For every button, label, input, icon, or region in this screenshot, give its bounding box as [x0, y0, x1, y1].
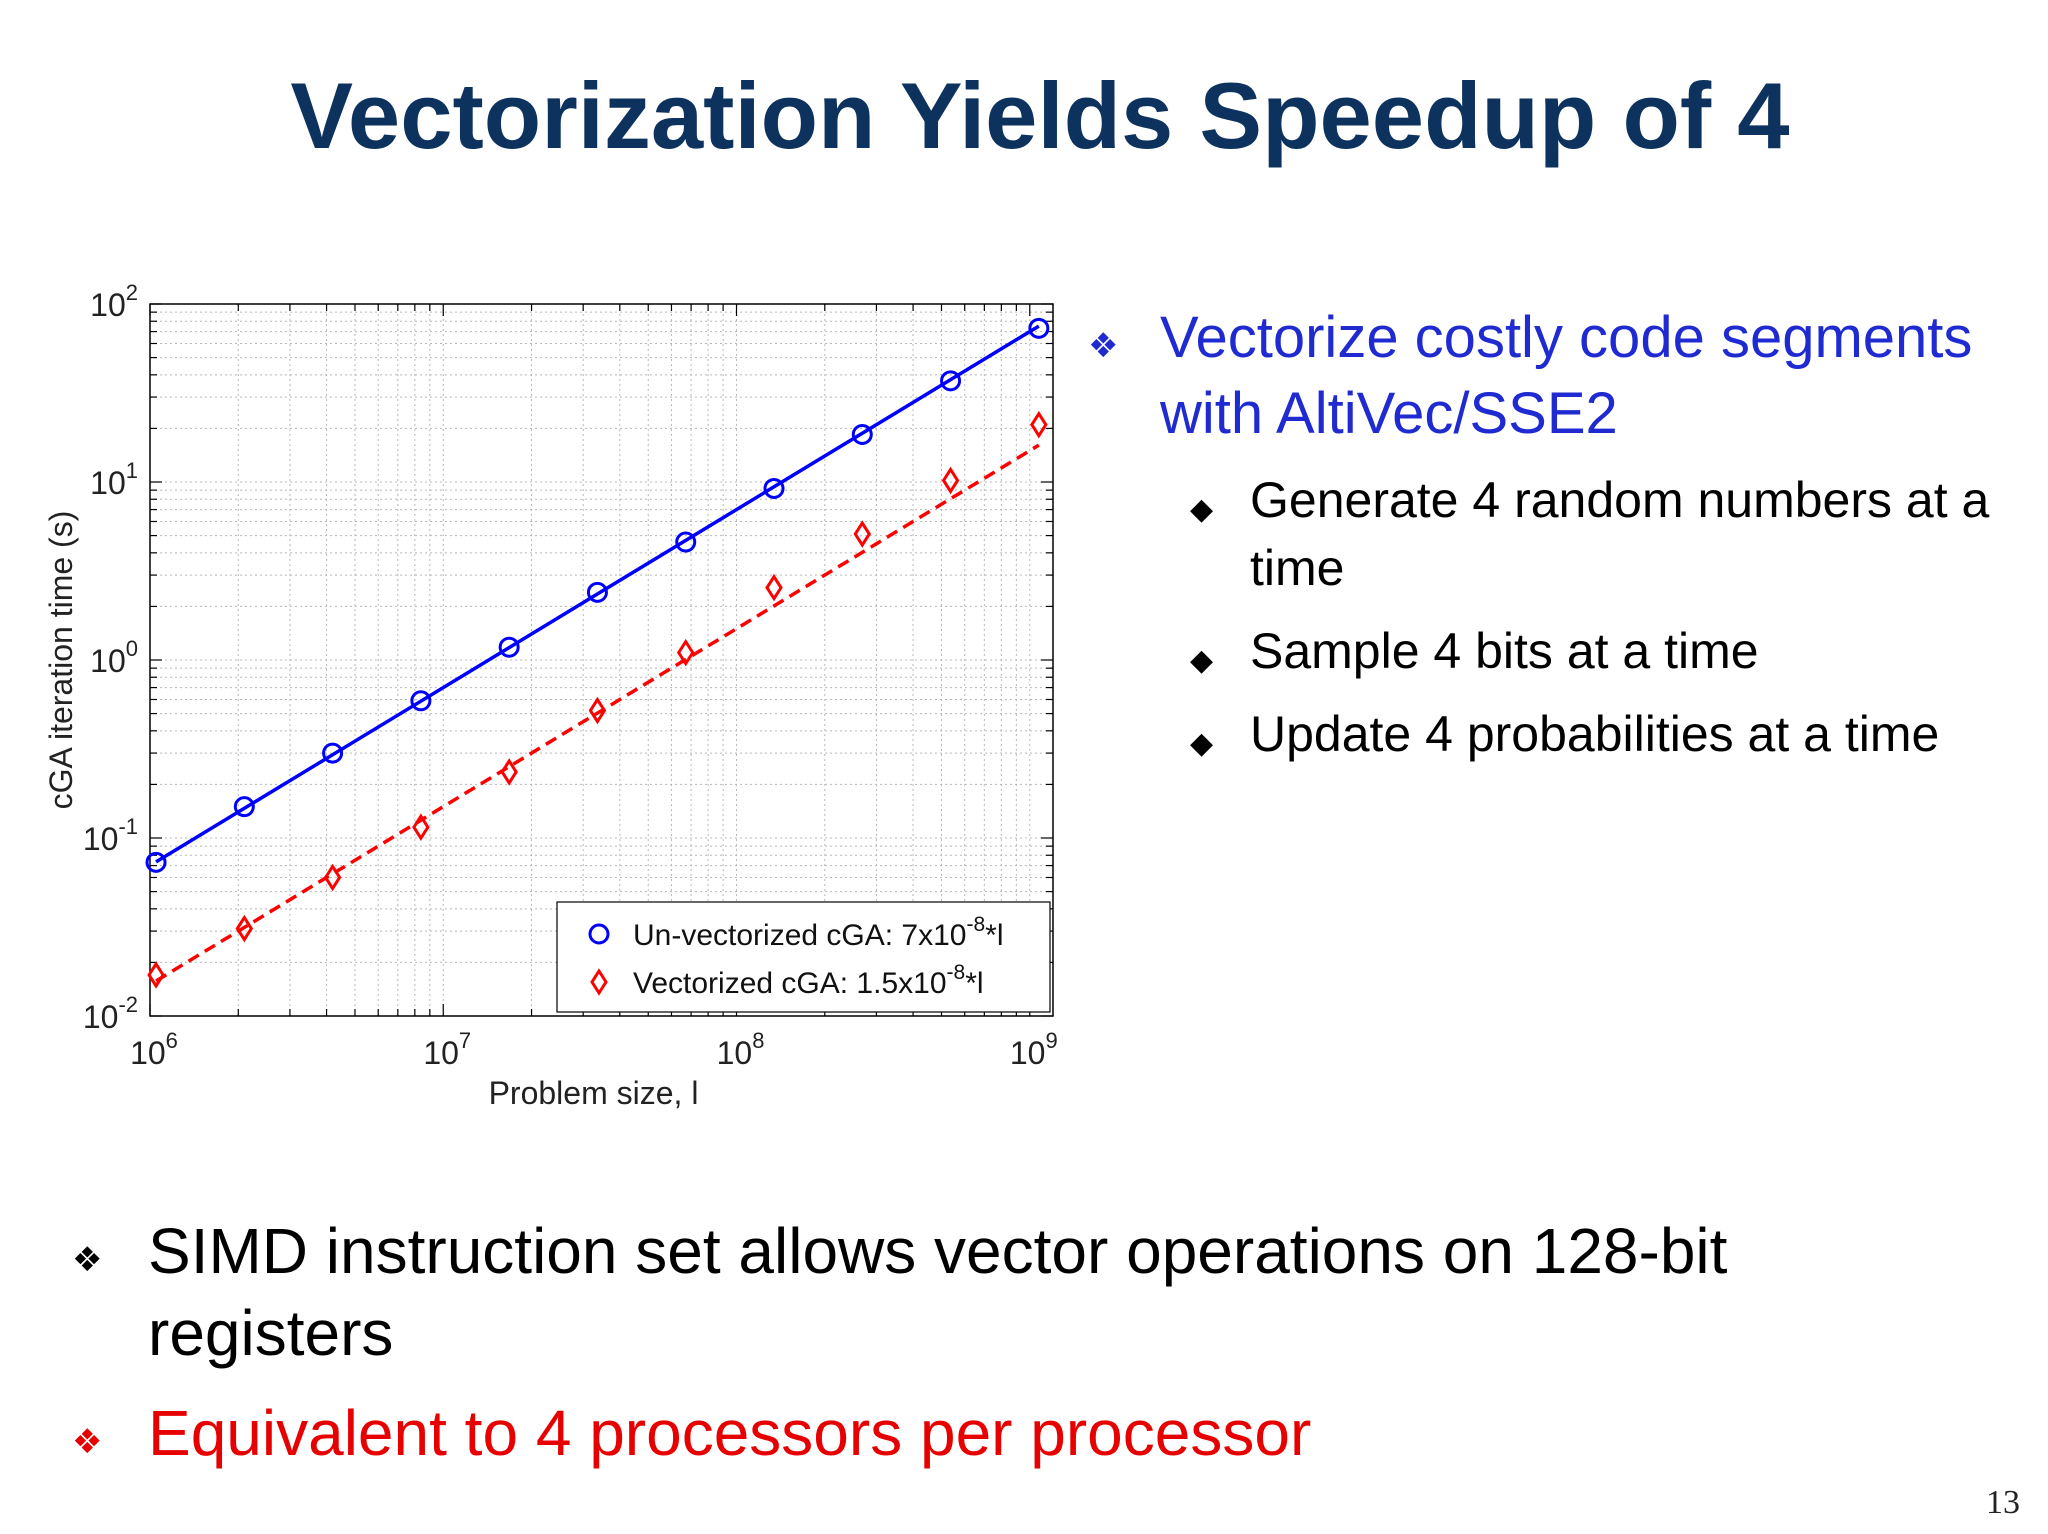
- data-point: [323, 863, 342, 892]
- y-tick-label: 100: [90, 636, 138, 679]
- data-point: [675, 531, 697, 553]
- x-tick-label: 108: [717, 1028, 765, 1071]
- data-point: [851, 423, 873, 445]
- series-vectorized: [147, 410, 1048, 989]
- bottom-bullet-2: Equivalent to 4 processors per processor: [148, 1397, 1312, 1469]
- diamond-icon: ◆: [1190, 726, 1214, 761]
- diamond-cluster-icon: ❖: [1088, 326, 1119, 366]
- slide-title: Vectorization Yields Speedup of 4: [290, 63, 1790, 168]
- chart-legend: Un-vectorized cGA: 7x10-8*l Vectorized cG…: [556, 901, 1051, 1013]
- legend-label: Vectorized cGA: 1.5x10-8*l: [633, 961, 984, 1000]
- right-sub-bullet-2: Sample 4 bits at a time: [1250, 623, 1759, 679]
- y-tick-label: 102: [90, 280, 138, 323]
- diamond-cluster-icon: ❖: [72, 1240, 103, 1280]
- data-point: [765, 573, 783, 602]
- data-point: [147, 961, 165, 989]
- y-tick-label: 10-1: [83, 814, 138, 857]
- legend-box: [556, 901, 1051, 1013]
- y-tick-label: 101: [90, 458, 138, 501]
- chart-series: [145, 317, 1050, 989]
- data-point: [235, 914, 254, 943]
- series-unvectorized: [145, 317, 1050, 873]
- data-point: [145, 851, 167, 873]
- data-point: [322, 742, 344, 764]
- data-point: [500, 758, 518, 786]
- legend-marker: [590, 968, 608, 996]
- data-point: [233, 796, 255, 818]
- legend-label: Un-vectorized cGA: 7x10-8*l: [633, 913, 1004, 952]
- data-point: [498, 636, 520, 658]
- data-point: [853, 520, 872, 548]
- data-point: [588, 696, 607, 725]
- data-point: [1028, 317, 1050, 339]
- right-main-bullet: Vectorize costly code segments with Alti…: [1160, 305, 1973, 446]
- right-sub-bullet-1: Generate 4 random numbers at a time: [1250, 472, 1990, 596]
- legend-marker: [588, 923, 610, 945]
- data-point: [941, 466, 960, 495]
- y-axis-label: cGA iteration time (s): [43, 511, 79, 810]
- x-tick-label: 109: [1010, 1028, 1058, 1071]
- x-tick-label: 106: [130, 1028, 178, 1071]
- x-axis-label: Problem size, l: [489, 1075, 699, 1111]
- data-point: [676, 638, 695, 667]
- x-tick-label: 107: [423, 1028, 471, 1071]
- diamond-icon: ◆: [1190, 492, 1214, 527]
- data-point: [1030, 410, 1048, 439]
- fit-line: [155, 324, 1040, 864]
- bottom-bullet-1: SIMD instruction set allows vector opera…: [148, 1215, 1728, 1369]
- data-point: [940, 370, 962, 392]
- y-tick-label: 10-2: [83, 992, 138, 1035]
- right-sub-bullet-3: Update 4 probabilities at a time: [1250, 706, 1940, 762]
- data-point: [586, 581, 608, 603]
- data-point: [412, 813, 430, 841]
- diamond-cluster-icon: ❖: [72, 1422, 103, 1462]
- page-number: 13: [1986, 1484, 2020, 1521]
- axis-ticks: [149, 303, 1053, 1017]
- data-point: [763, 477, 785, 499]
- fit-line: [155, 443, 1040, 983]
- diamond-icon: ◆: [1190, 643, 1214, 678]
- axis-labels: 106 107 108 109 10-2 10-1 100 101 102 Problem siz…: [43, 280, 1058, 1111]
- data-point: [410, 690, 432, 712]
